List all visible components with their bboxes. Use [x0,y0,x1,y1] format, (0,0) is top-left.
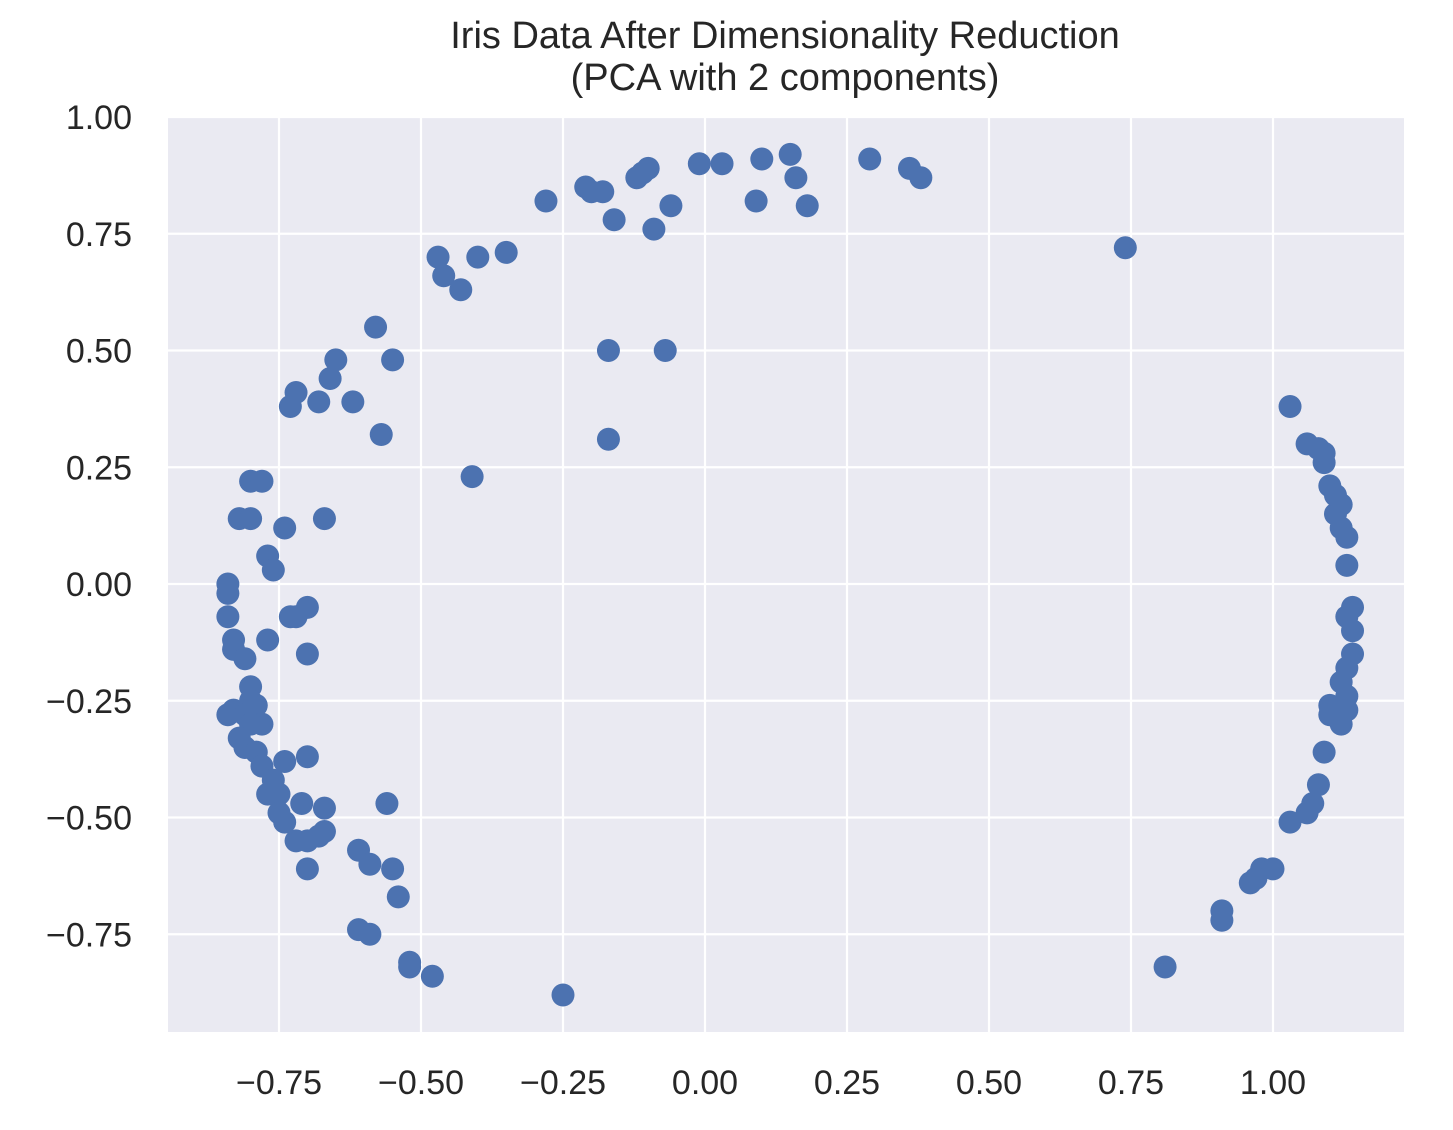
x-tick-label: −0.75 [236,1064,322,1102]
scatter-point [261,558,285,582]
scatter-point [273,810,297,834]
x-tick-label: 0.50 [956,1064,1022,1102]
scatter-point [295,857,319,881]
scatter-point [784,166,808,190]
scatter-point [324,348,348,372]
scatter-point [267,782,291,806]
scatter-point [449,278,473,302]
scatter-point [1153,955,1177,979]
scatter-point [1318,474,1342,498]
scatter-point [642,217,666,241]
scatter-point [256,628,280,652]
scatter-point [358,922,382,946]
grid-lines [168,115,1404,1032]
y-tick-label: 0.00 [66,566,132,604]
scatter-point [369,423,393,447]
scatter-point [216,581,240,605]
scatter-point [290,791,314,815]
scatter-point [909,166,933,190]
y-tick-label: 1.00 [66,99,132,137]
scatter-point [216,605,240,629]
x-tick-label: 0.25 [814,1064,880,1102]
scatter-point [312,507,336,531]
y-tick-label: 0.50 [66,333,132,371]
scatter-point [307,390,331,414]
scatter-point [1341,595,1365,619]
scatter-point [398,955,422,979]
data-points [216,142,1365,1007]
scatter-point [278,395,302,419]
scatter-point [750,147,774,171]
scatter-point [710,152,734,176]
scatter-point [494,240,518,264]
scatter-point [778,142,802,166]
x-tick-label: 0.75 [1098,1064,1164,1102]
chart-subtitle: (PCA with 2 components) [571,57,1000,99]
scatter-point [858,147,882,171]
scatter-point [420,964,444,988]
scatter-point [744,189,768,213]
scatter-point [358,852,382,876]
scatter-point [1312,740,1336,764]
scatter-point [381,857,405,881]
scatter-point [1113,236,1137,260]
scatter-point [295,642,319,666]
scatter-point [312,820,336,844]
scatter-point [273,516,297,540]
scatter-point [341,390,365,414]
scatter-point [1335,553,1359,577]
scatter-point [1341,642,1365,666]
scatter-point [534,189,558,213]
chart-title: Iris Data After Dimensionality Reduction [450,15,1120,57]
scatter-point [318,367,342,391]
y-tick-label: −0.75 [46,916,132,954]
scatter-point [602,208,626,232]
x-tick-label: −0.25 [520,1064,606,1102]
scatter-point [295,745,319,769]
y-tick-label: 0.25 [66,449,132,487]
scatter-point [1278,395,1302,419]
scatter-point [239,507,263,531]
scatter-point [1278,810,1302,834]
scatter-point [636,156,660,180]
scatter-point [216,703,240,727]
scatter-point [659,194,683,218]
scatter-point [273,749,297,773]
scatter-point [295,595,319,619]
scatter-point [381,348,405,372]
scatter-point [233,647,257,671]
scatter-point [386,885,410,909]
scatter-point [460,465,484,489]
scatter-point [1301,791,1325,815]
scatter-point [250,469,274,493]
scatter-point [1306,773,1330,797]
x-tick-label: 0.00 [672,1064,738,1102]
y-tick-label: −0.50 [46,800,132,838]
x-tick-label: −0.50 [378,1064,464,1102]
scatter-point [375,791,399,815]
tick-labels: −0.75 −0.50 −0.25 0.00 0.25 0.50 0.75 1.00 1.00 0… [46,99,1306,1102]
scatter-point [596,339,620,362]
plot-area [168,117,1404,1032]
scatter-point [795,194,819,218]
scatter-point [364,315,388,339]
scatter-point [591,180,615,204]
x-tick-label: 1.00 [1240,1064,1306,1102]
scatter-point [432,264,456,288]
scatter-point [466,245,490,269]
scatter-point [596,427,620,451]
y-tick-label: −0.25 [46,683,132,721]
scatter-point [551,983,575,1007]
scatter-point [1261,857,1285,881]
scatter-point [312,796,336,820]
scatter-point [1210,908,1234,932]
scatter-point [426,245,450,269]
scatter-point [653,339,677,362]
scatter-point [1295,432,1319,456]
y-tick-label: 0.75 [66,216,132,254]
scatter-point [687,152,711,176]
